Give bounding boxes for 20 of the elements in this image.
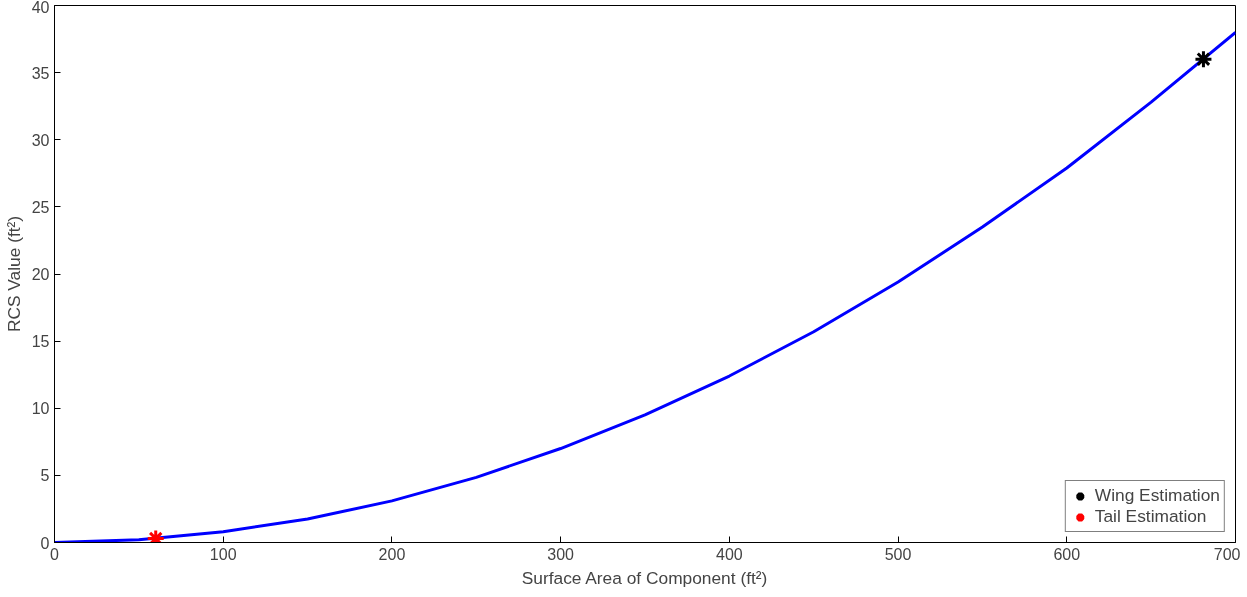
y-tick-label: 20 bbox=[31, 266, 50, 283]
x-tick-label: 700 bbox=[1213, 545, 1241, 563]
x-tick-label: 400 bbox=[716, 545, 743, 563]
y-axis-title: RCS Value (ft²) bbox=[3, 215, 24, 333]
y-tick-label: 10 bbox=[31, 400, 50, 418]
legend-label: Wing Estimation bbox=[1094, 485, 1220, 506]
legend-label: Tail Estimation bbox=[1094, 506, 1207, 527]
y-tick-label: 25 bbox=[31, 198, 50, 216]
y-tick-label: 0 bbox=[40, 534, 50, 552]
x-tick-label: 100 bbox=[209, 545, 237, 563]
x-tick-label: 600 bbox=[1053, 545, 1081, 563]
x-tick-label: 300 bbox=[547, 545, 575, 563]
y-tick-label: 30 bbox=[31, 131, 50, 149]
y-tick-label: 35 bbox=[31, 64, 50, 82]
y-tick-label: 15 bbox=[31, 333, 50, 351]
x-axis-title: Surface Area of Component (ft²) bbox=[521, 567, 768, 588]
x-tick-label: 200 bbox=[378, 545, 406, 563]
y-tick-label: 40 bbox=[31, 0, 50, 16]
y-tick-label: 5 bbox=[40, 467, 50, 485]
x-tick-label: 500 bbox=[884, 545, 912, 563]
